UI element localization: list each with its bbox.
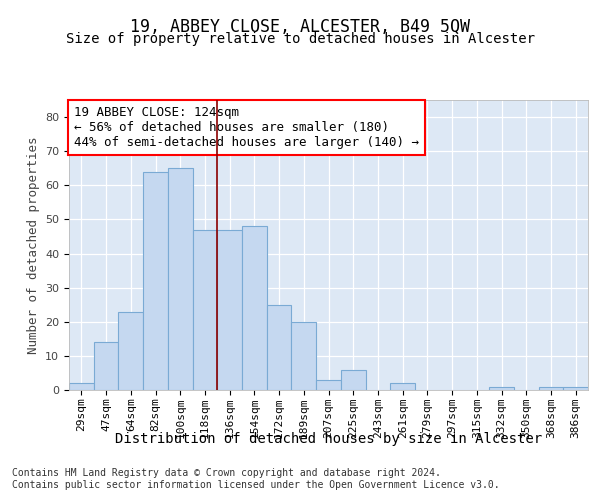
Text: 19 ABBEY CLOSE: 124sqm
← 56% of detached houses are smaller (180)
44% of semi-de: 19 ABBEY CLOSE: 124sqm ← 56% of detached… (74, 106, 419, 149)
Bar (292, 322, 316, 390)
Text: Contains HM Land Registry data © Crown copyright and database right 2024.: Contains HM Land Registry data © Crown c… (12, 468, 441, 477)
Bar (563, 386, 588, 390)
Bar (267, 304, 292, 390)
Bar (143, 172, 168, 390)
Bar (94, 342, 118, 390)
Bar (390, 383, 415, 390)
Y-axis label: Number of detached properties: Number of detached properties (26, 136, 40, 354)
Text: Contains public sector information licensed under the Open Government Licence v3: Contains public sector information licen… (12, 480, 500, 490)
Bar (193, 230, 217, 390)
Bar (242, 226, 267, 390)
Bar (341, 370, 365, 390)
Bar (217, 230, 242, 390)
Bar (168, 168, 193, 390)
Bar (118, 312, 143, 390)
Bar (539, 386, 563, 390)
Bar (69, 383, 94, 390)
Bar (489, 386, 514, 390)
Bar (316, 380, 341, 390)
Text: Size of property relative to detached houses in Alcester: Size of property relative to detached ho… (65, 32, 535, 46)
Text: 19, ABBEY CLOSE, ALCESTER, B49 5QW: 19, ABBEY CLOSE, ALCESTER, B49 5QW (130, 18, 470, 36)
Text: Distribution of detached houses by size in Alcester: Distribution of detached houses by size … (115, 432, 542, 446)
